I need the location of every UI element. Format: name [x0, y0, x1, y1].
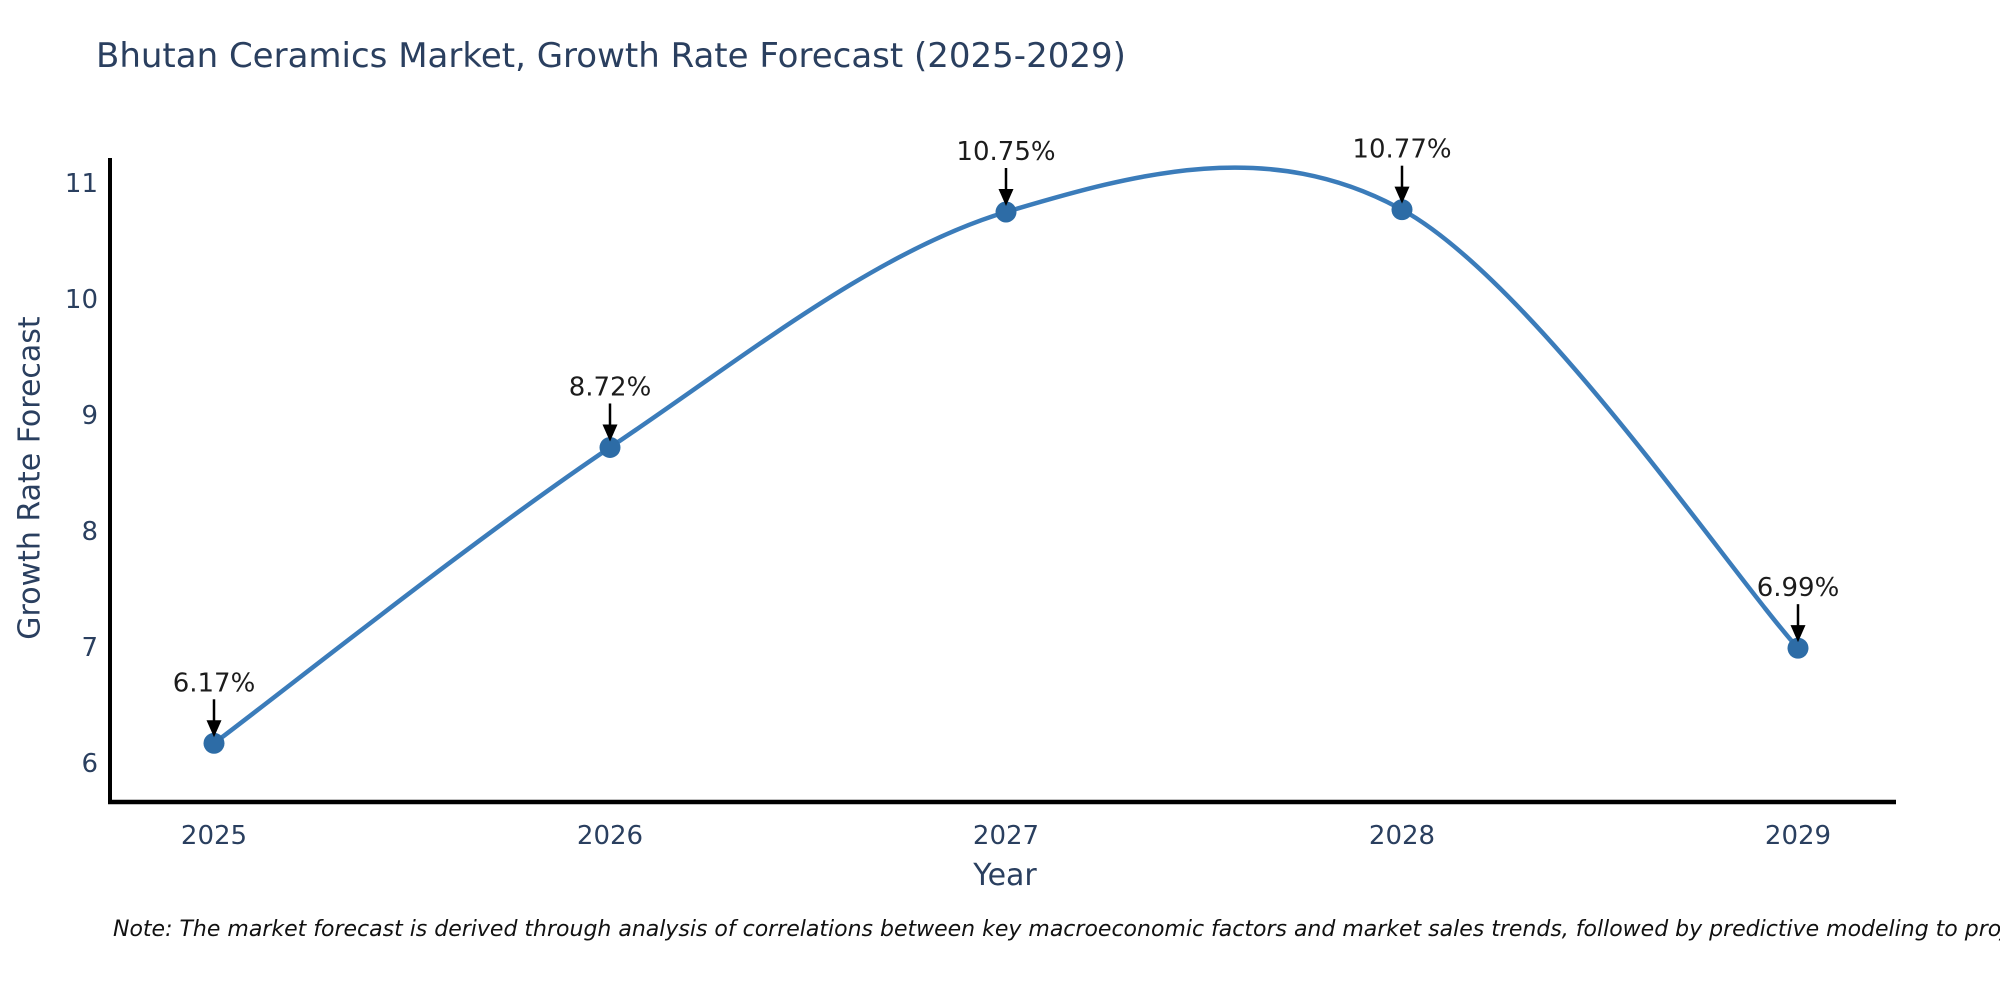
x-axis-title: Year: [973, 858, 1037, 893]
x-tick-label: 2029: [1765, 821, 1831, 851]
data-point-marker: [599, 436, 621, 458]
point-annotations: 6.17% 8.72% 10.75% 10.77% 6.99%: [173, 135, 1840, 738]
annotation-label: 6.17%: [173, 668, 256, 698]
y-tick-label: 11: [65, 169, 98, 199]
y-tick-label: 9: [81, 401, 98, 431]
annotation-label: 6.99%: [1757, 573, 1840, 603]
data-point-marker: [995, 201, 1017, 223]
y-tick-label: 6: [81, 749, 98, 779]
data-point-marker: [203, 732, 225, 754]
x-tick-label: 2027: [973, 821, 1039, 851]
annotation-arrowhead-icon: [602, 424, 618, 442]
series-growth-rate: [203, 165, 1809, 754]
annotation-arrowhead-icon: [206, 720, 222, 738]
y-tick-label: 10: [65, 285, 98, 315]
y-tick-label: 8: [81, 517, 98, 547]
data-point-marker: [1787, 637, 1809, 659]
annotation-label: 10.77%: [1352, 135, 1451, 165]
annotation-arrowhead-icon: [1394, 186, 1410, 204]
annotation-arrowhead-icon: [1790, 625, 1806, 643]
x-tick-label: 2028: [1369, 821, 1435, 851]
methodology-note: Note: The market forecast is derived thr…: [113, 917, 2000, 942]
y-axis-title: Growth Rate Forecast: [12, 316, 48, 640]
annotation-label: 10.75%: [956, 137, 1055, 167]
y-axis-tick-labels: 6 7 8 9 10 11: [65, 169, 98, 779]
annotation-arrowhead-icon: [998, 189, 1014, 206]
x-axis-tick-labels: 2025 2026 2027 2028 2029: [181, 821, 1831, 851]
x-tick-label: 2026: [577, 821, 643, 851]
x-tick-label: 2025: [181, 821, 247, 851]
y-tick-label: 7: [81, 633, 98, 663]
data-point-marker: [1391, 199, 1413, 221]
annotation-label: 8.72%: [569, 372, 652, 402]
axis-spines: [108, 158, 1896, 805]
series-line: [211, 165, 1801, 746]
chart-title: Bhutan Ceramics Market, Growth Rate Fore…: [96, 36, 1126, 76]
